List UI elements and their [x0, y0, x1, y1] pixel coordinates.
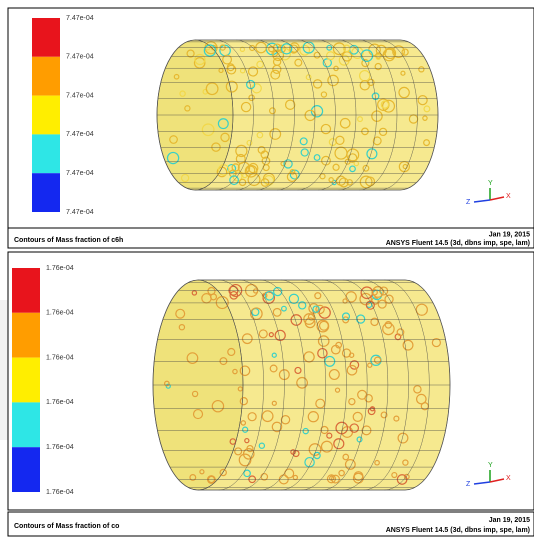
- colorbar-label: 1.76e-04: [46, 489, 74, 496]
- colorbar-label: 1.76e-04: [46, 354, 74, 361]
- caption: Contours of Mass fraction of co: [14, 523, 119, 530]
- colorbar-label: 7.47e-04: [66, 170, 94, 177]
- colorbar-label: 7.47e-04: [66, 131, 94, 138]
- colorbar-segment: [32, 96, 60, 135]
- axis-y-label: Y: [488, 462, 493, 469]
- colorbar-label: 1.76e-04: [46, 444, 74, 451]
- software: ANSYS Fluent 14.5 (3d, dbns imp, spe, la…: [386, 527, 530, 534]
- cylinder: [157, 40, 438, 190]
- date: Jan 19, 2015: [489, 231, 530, 238]
- caption: Contours of Mass fraction of c6h: [14, 237, 123, 244]
- colorbar-segment: [12, 402, 40, 447]
- colorbar-segment: [32, 57, 60, 96]
- colorbar-segment: [32, 173, 60, 212]
- colorbar-label: 7.47e-04: [66, 209, 94, 216]
- colorbar-label: 7.47e-04: [66, 92, 94, 99]
- date: Jan 19, 2015: [489, 517, 530, 524]
- colorbar-segment: [12, 313, 40, 358]
- figure: 7.47e-04 7.47e-04 7.47e-04 7.47e-04 7.47e-04…: [0, 0, 534, 540]
- axis-z-label: Z: [466, 481, 471, 488]
- colorbar-label: 1.76e-04: [46, 310, 74, 317]
- axis-z-label: Z: [466, 199, 471, 206]
- cylinder: [153, 280, 450, 490]
- axis-y-label: Y: [488, 180, 493, 187]
- colorbar-label: 1.76e-04: [46, 399, 74, 406]
- colorbar-segment: [12, 358, 40, 403]
- colorbar-segment: [12, 268, 40, 313]
- colorbar-label: 1.76e-04: [46, 265, 74, 272]
- axis-x-label: X: [506, 475, 511, 482]
- colorbar-segment: [32, 18, 60, 57]
- software: ANSYS Fluent 14.5 (3d, dbns imp, spe, la…: [386, 240, 530, 247]
- axis-x-label: X: [506, 193, 511, 200]
- colorbar-segment: [32, 134, 60, 173]
- colorbar-label: 7.47e-04: [66, 15, 94, 22]
- colorbar-label: 7.47e-04: [66, 54, 94, 61]
- colorbar-segment: [12, 447, 40, 492]
